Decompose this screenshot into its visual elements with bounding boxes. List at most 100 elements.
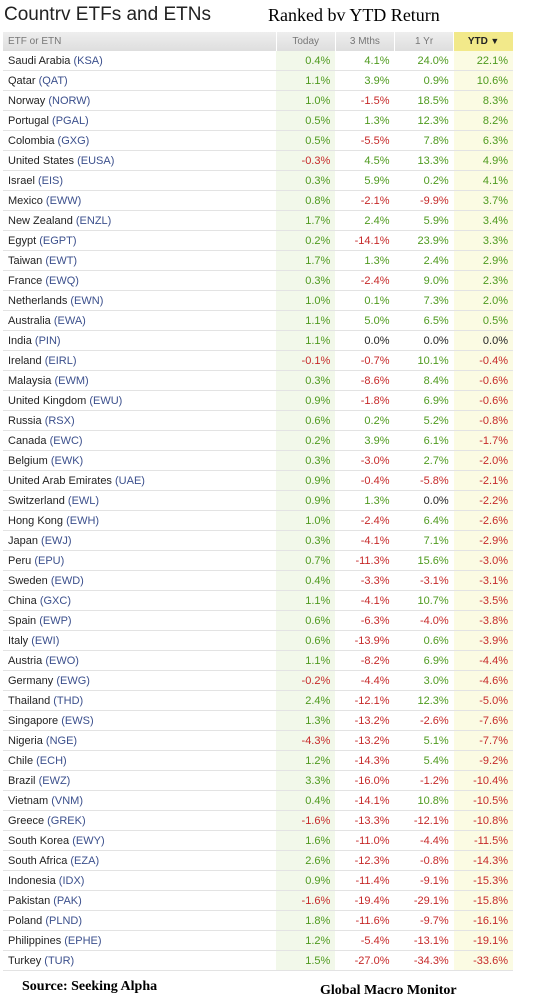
ticker-symbol[interactable]: (EWJ) bbox=[41, 534, 72, 547]
table-row[interactable]: India (PIN) 1.1% 0.0% 0.0% 0.0% bbox=[3, 330, 513, 351]
table-row[interactable]: Norway (NORW) 1.0% -1.5% 18.5% 8.3% bbox=[3, 90, 513, 111]
table-row[interactable]: United Kingdom (EWU) 0.9% -1.8% 6.9% -0.6% bbox=[3, 390, 513, 411]
ticker-symbol[interactable]: (EWK) bbox=[50, 454, 84, 467]
ticker-symbol[interactable]: (EGPT) bbox=[39, 234, 77, 247]
column-header-1-year[interactable]: 1 Yr bbox=[393, 32, 454, 51]
table-row[interactable]: Germany (EWG) -0.2% -4.4% 3.0% -4.6% bbox=[3, 670, 513, 691]
ticker-symbol[interactable]: (EUSA) bbox=[77, 154, 115, 167]
table-row[interactable]: Peru (EPU) 0.7% -11.3% 15.6% -3.0% bbox=[3, 550, 513, 571]
table-row[interactable]: China (GXC) 1.1% -4.1% 10.7% -3.5% bbox=[3, 590, 513, 611]
ticker-symbol[interactable]: (KSA) bbox=[73, 54, 103, 67]
ticker-symbol[interactable]: (EWD) bbox=[50, 574, 84, 587]
table-row[interactable]: Singapore (EWS) 1.3% -13.2% -2.6% -7.6% bbox=[3, 710, 513, 731]
table-row[interactable]: United Arab Emirates (UAE) 0.9% -0.4% -5.8%… bbox=[3, 470, 513, 491]
table-row[interactable]: Portugal (PGAL) 0.5% 1.3% 12.3% 8.2% bbox=[3, 110, 513, 131]
table-row[interactable]: South Korea (EWY) 1.6% -11.0% -4.4% -11.5% bbox=[3, 830, 513, 851]
table-row[interactable]: Vietnam (VNM) 0.4% -14.1% 10.8% -10.5% bbox=[3, 790, 513, 811]
etf-name-cell: France (EWQ) bbox=[3, 270, 277, 291]
ticker-symbol[interactable]: (PAK) bbox=[53, 894, 82, 907]
ticker-symbol[interactable]: (EWY) bbox=[72, 834, 105, 847]
ticker-symbol[interactable]: (ENZL) bbox=[75, 214, 112, 227]
table-row[interactable]: Colombia (GXG) 0.5% -5.5% 7.8% 6.3% bbox=[3, 130, 513, 151]
table-row[interactable]: Qatar (QAT) 1.1% 3.9% 0.9% 10.6% bbox=[3, 70, 513, 91]
ticker-symbol[interactable]: (EWW) bbox=[45, 194, 82, 207]
ticker-symbol[interactable]: (EWL) bbox=[67, 494, 100, 507]
ticker-symbol[interactable]: (NGE) bbox=[45, 734, 78, 747]
table-row[interactable]: Poland (PLND) 1.8% -11.6% -9.7% -16.1% bbox=[3, 910, 513, 931]
table-row[interactable]: Switzerland (EWL) 0.9% 1.3% 0.0% -2.2% bbox=[3, 490, 513, 511]
table-row[interactable]: Russia (RSX) 0.6% 0.2% 5.2% -0.8% bbox=[3, 410, 513, 431]
ticker-symbol[interactable]: (EWH) bbox=[66, 514, 100, 527]
table-row[interactable]: Indonesia (IDX) 0.9% -11.4% -9.1% -15.3% bbox=[3, 870, 513, 891]
ticker-symbol[interactable]: (VNM) bbox=[51, 794, 83, 807]
ticker-symbol[interactable]: (EZA) bbox=[70, 854, 100, 867]
ticker-symbol[interactable]: (EWA) bbox=[53, 314, 86, 327]
ticker-symbol[interactable]: (PLND) bbox=[45, 914, 82, 927]
ticker-symbol[interactable]: (EIRL) bbox=[44, 354, 77, 367]
table-row[interactable]: Sweden (EWD) 0.4% -3.3% -3.1% -3.1% bbox=[3, 570, 513, 591]
ticker-symbol[interactable]: (EWN) bbox=[70, 294, 104, 307]
ticker-symbol[interactable]: (QAT) bbox=[38, 74, 68, 87]
table-row[interactable]: Nigeria (NGE) -4.3% -13.2% 5.1% -7.7% bbox=[3, 730, 513, 751]
ticker-symbol[interactable]: (NORW) bbox=[48, 94, 91, 107]
table-row[interactable]: Malaysia (EWM) 0.3% -8.6% 8.4% -0.6% bbox=[3, 370, 513, 391]
ticker-symbol[interactable]: (RSX) bbox=[44, 414, 75, 427]
table-row[interactable]: Saudi Arabia (KSA) 0.4% 4.1% 24.0% 22.1% bbox=[3, 51, 513, 71]
table-row[interactable]: Philippines (EPHE) 1.2% -5.4% -13.1% -19.1% bbox=[3, 930, 513, 951]
ticker-symbol[interactable]: (EWT) bbox=[45, 254, 78, 267]
table-row[interactable]: Australia (EWA) 1.1% 5.0% 6.5% 0.5% bbox=[3, 310, 513, 331]
ticker-symbol[interactable]: (ECH) bbox=[36, 754, 67, 767]
ticker-symbol[interactable]: (EWO) bbox=[45, 654, 79, 667]
ticker-symbol[interactable]: (UAE) bbox=[115, 474, 145, 487]
column-header-3-months[interactable]: 3 Mths bbox=[334, 32, 395, 51]
ticker-symbol[interactable]: (EWG) bbox=[56, 674, 90, 687]
ticker-symbol[interactable]: (THD) bbox=[53, 694, 84, 707]
ticker-symbol[interactable]: (EWP) bbox=[39, 614, 72, 627]
table-row[interactable]: Pakistan (PAK) -1.6% -19.4% -29.1% -15.8% bbox=[3, 890, 513, 911]
table-row[interactable]: Japan (EWJ) 0.3% -4.1% 7.1% -2.9% bbox=[3, 530, 513, 551]
ticker-symbol[interactable]: (EWQ) bbox=[45, 274, 79, 287]
table-row[interactable]: Greece (GREK) -1.6% -13.3% -12.1% -10.8% bbox=[3, 810, 513, 831]
table-row[interactable]: Hong Kong (EWH) 1.0% -2.4% 6.4% -2.6% bbox=[3, 510, 513, 531]
column-header-name[interactable]: ETF or ETN bbox=[3, 32, 277, 51]
ticker-symbol[interactable]: (EPU) bbox=[34, 554, 65, 567]
ticker-symbol[interactable]: (EWM) bbox=[54, 374, 89, 387]
column-header-today[interactable]: Today bbox=[275, 32, 336, 51]
ticker-symbol[interactable]: (PGAL) bbox=[52, 114, 89, 127]
ticker-symbol[interactable]: (EPHE) bbox=[64, 934, 102, 947]
column-header-ytd[interactable]: YTD ▼ bbox=[453, 32, 513, 51]
table-row[interactable]: South Africa (EZA) 2.6% -12.3% -0.8% -14.3% bbox=[3, 850, 513, 871]
table-row[interactable]: Belgium (EWK) 0.3% -3.0% 2.7% -2.0% bbox=[3, 450, 513, 471]
table-row[interactable]: Brazil (EWZ) 3.3% -16.0% -1.2% -10.4% bbox=[3, 770, 513, 791]
table-row[interactable]: Spain (EWP) 0.6% -6.3% -4.0% -3.8% bbox=[3, 610, 513, 631]
ticker-symbol[interactable]: (EWI) bbox=[31, 634, 60, 647]
ticker-symbol[interactable]: (EWS) bbox=[61, 714, 94, 727]
table-row[interactable]: United States (EUSA) -0.3% 4.5% 13.3% 4.9% bbox=[3, 150, 513, 171]
ticker-symbol[interactable]: (EWC) bbox=[49, 434, 83, 447]
table-row[interactable]: Taiwan (EWT) 1.7% 1.3% 2.4% 2.9% bbox=[3, 250, 513, 271]
ticker-symbol[interactable]: (EWU) bbox=[89, 394, 123, 407]
table-row[interactable]: Israel (EIS) 0.3% 5.9% 0.2% 4.1% bbox=[3, 170, 513, 191]
table-row[interactable]: Ireland (EIRL) -0.1% -0.7% 10.1% -0.4% bbox=[3, 350, 513, 371]
ytd-cell: -0.6% bbox=[453, 390, 513, 411]
table-row[interactable]: Canada (EWC) 0.2% 3.9% 6.1% -1.7% bbox=[3, 430, 513, 451]
ticker-symbol[interactable]: (EWZ) bbox=[38, 774, 71, 787]
table-row[interactable]: Egypt (EGPT) 0.2% -14.1% 23.9% 3.3% bbox=[3, 230, 513, 251]
table-row[interactable]: Thailand (THD) 2.4% -12.1% 12.3% -5.0% bbox=[3, 690, 513, 711]
table-row[interactable]: Austria (EWO) 1.1% -8.2% 6.9% -4.4% bbox=[3, 650, 513, 671]
ticker-symbol[interactable]: (GXG) bbox=[57, 134, 90, 147]
table-row[interactable]: Mexico (EWW) 0.8% -2.1% -9.9% 3.7% bbox=[3, 190, 513, 211]
table-row[interactable]: Netherlands (EWN) 1.0% 0.1% 7.3% 2.0% bbox=[3, 290, 513, 311]
ticker-symbol[interactable]: (EIS) bbox=[37, 174, 64, 187]
table-row[interactable]: Italy (EWI) 0.6% -13.9% 0.6% -3.9% bbox=[3, 630, 513, 651]
ticker-symbol[interactable]: (PIN) bbox=[34, 334, 61, 347]
ticker-symbol[interactable]: (IDX) bbox=[58, 874, 85, 887]
table-row[interactable]: Chile (ECH) 1.2% -14.3% 5.4% -9.2% bbox=[3, 750, 513, 771]
ticker-symbol[interactable]: (GREK) bbox=[47, 814, 86, 827]
table-row[interactable]: France (EWQ) 0.3% -2.4% 9.0% 2.3% bbox=[3, 270, 513, 291]
table-row[interactable]: New Zealand (ENZL) 1.7% 2.4% 5.9% 3.4% bbox=[3, 210, 513, 231]
page-title: Countrv ETFs and ETNs bbox=[4, 4, 211, 25]
table-row[interactable]: Turkey (TUR) 1.5% -27.0% -34.3% -33.6% bbox=[3, 950, 513, 971]
ticker-symbol[interactable]: (GXC) bbox=[39, 594, 71, 607]
ticker-symbol[interactable]: (TUR) bbox=[44, 954, 75, 967]
